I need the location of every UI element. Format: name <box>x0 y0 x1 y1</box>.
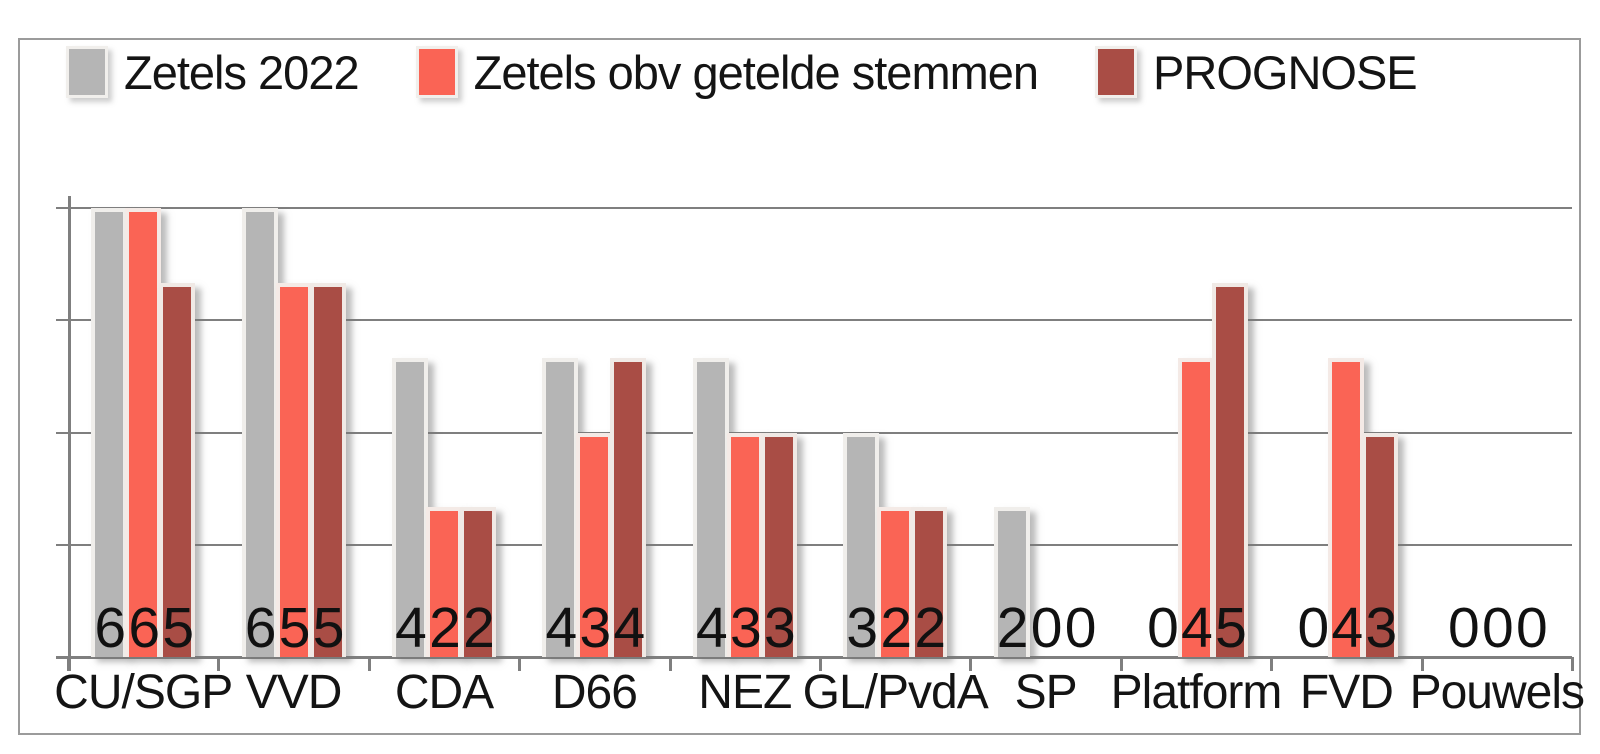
bar-value-label: 0 <box>1515 596 1548 660</box>
bar-value-label: 4 <box>1181 596 1213 660</box>
bar-CDA-series3 <box>460 507 496 657</box>
x-axis-tick <box>819 657 822 671</box>
y-axis-line <box>68 196 71 671</box>
y-axis-tick <box>56 319 68 322</box>
bar-value-label: 3 <box>729 596 762 660</box>
x-axis-tick <box>1119 657 1123 671</box>
x-axis-tick <box>1420 657 1424 671</box>
bar-value-label: 6 <box>94 596 126 660</box>
x-axis-tick <box>217 657 221 671</box>
bar-D66-series3 <box>610 357 647 657</box>
gridline-6 <box>68 207 1572 209</box>
chart-legend: Zetels 2022 Zetels obv getelde stemmen PRO… <box>66 44 1418 100</box>
y-axis-tick <box>56 207 68 209</box>
bar-value-label: 0 <box>1147 596 1179 660</box>
bar-value-label: 2 <box>880 596 912 660</box>
legend-item-1: Zetels 2022 <box>66 45 360 100</box>
bar-D66-series2 <box>576 432 613 657</box>
category-label-NEZ: NEZ <box>698 666 792 719</box>
bar-GL/PvdA-series3 <box>911 507 948 657</box>
legend-swatch-icon <box>1095 46 1138 98</box>
bar-NEZ-series3 <box>760 432 797 657</box>
y-axis-tick <box>56 431 68 434</box>
bar-value-label: 5 <box>312 596 345 660</box>
bar-VVD-series3 <box>309 282 346 657</box>
category-label-GL/PvdA: GL/PvdA <box>802 666 989 719</box>
bar-value-label: 5 <box>1215 596 1247 660</box>
category-label-VVD: VVD <box>245 666 343 719</box>
bar-NEZ-series2 <box>726 432 763 657</box>
gridline-4.5 <box>68 319 1572 322</box>
category-label-SP: SP <box>1014 666 1078 719</box>
x-axis-tick <box>1571 657 1574 671</box>
legend-item-3: PROGNOSE <box>1095 45 1418 100</box>
bar-CDA-series1 <box>392 357 428 657</box>
bar-value-label: 2 <box>996 596 1029 660</box>
bar-value-label: 0 <box>1030 596 1063 660</box>
legend-item-2: Zetels obv getelde stemmen <box>415 45 1039 100</box>
x-axis-tick <box>367 657 371 671</box>
bar-CU/SGP-series2 <box>125 208 162 657</box>
bar-value-label: 2 <box>914 596 946 660</box>
bar-VVD-series1 <box>241 208 278 657</box>
y-axis-tick <box>56 543 68 546</box>
bar-value-label: 3 <box>763 596 796 660</box>
bar-value-label: 5 <box>278 596 311 660</box>
legend-swatch-icon <box>66 46 108 98</box>
gridline-3 <box>68 431 1572 434</box>
x-axis-tick <box>67 657 70 671</box>
category-label-Platform: Platform <box>1110 666 1283 719</box>
bar-value-label: 3 <box>846 596 878 660</box>
bar-value-label: 4 <box>1331 596 1364 660</box>
category-label-FVD: FVD <box>1299 666 1394 719</box>
bar-CU/SGP-series3 <box>159 282 196 657</box>
bar-value-label: 4 <box>695 596 728 660</box>
legend-label: Zetels obv getelde stemmen <box>473 45 1039 99</box>
bar-value-label: 4 <box>395 596 427 660</box>
legend-label: PROGNOSE <box>1153 45 1418 99</box>
bar-value-label: 0 <box>1064 596 1097 660</box>
bar-value-label: 2 <box>463 596 495 660</box>
x-axis-tick <box>1270 657 1274 671</box>
category-label-D66: D66 <box>551 666 638 719</box>
bar-value-label: 3 <box>1365 596 1398 660</box>
bar-value-label: 0 <box>1481 596 1514 660</box>
category-label-Pouwels: Pouwels <box>1409 666 1585 719</box>
bar-CU/SGP-series1 <box>91 208 128 657</box>
bar-value-label: 2 <box>429 596 461 660</box>
bar-value-label: 3 <box>579 596 612 660</box>
x-axis-tick <box>969 657 973 671</box>
bar-SP-series1 <box>993 507 1030 657</box>
bar-value-label: 5 <box>162 596 194 660</box>
gridline-1.5 <box>68 543 1572 546</box>
x-axis-tick <box>668 657 672 671</box>
legend-label: Zetels 2022 <box>124 45 360 99</box>
bar-value-label: 6 <box>128 596 160 660</box>
bar-value-label: 6 <box>244 596 277 660</box>
category-label-CU/SGP: CU/SGP <box>54 666 233 719</box>
bar-value-label: 0 <box>1447 596 1480 660</box>
bar-value-label: 0 <box>1297 596 1330 660</box>
x-axis-tick <box>518 657 522 671</box>
bar-value-label: 4 <box>613 596 646 660</box>
bar-value-label: 4 <box>545 596 578 660</box>
bar-FVD-series2 <box>1328 357 1365 657</box>
bar-FVD-series3 <box>1362 432 1399 657</box>
x-axis-line <box>56 656 1572 659</box>
bar-Platform-series3 <box>1212 282 1248 657</box>
legend-swatch-icon <box>415 46 458 98</box>
category-label-CDA: CDA <box>394 666 494 719</box>
